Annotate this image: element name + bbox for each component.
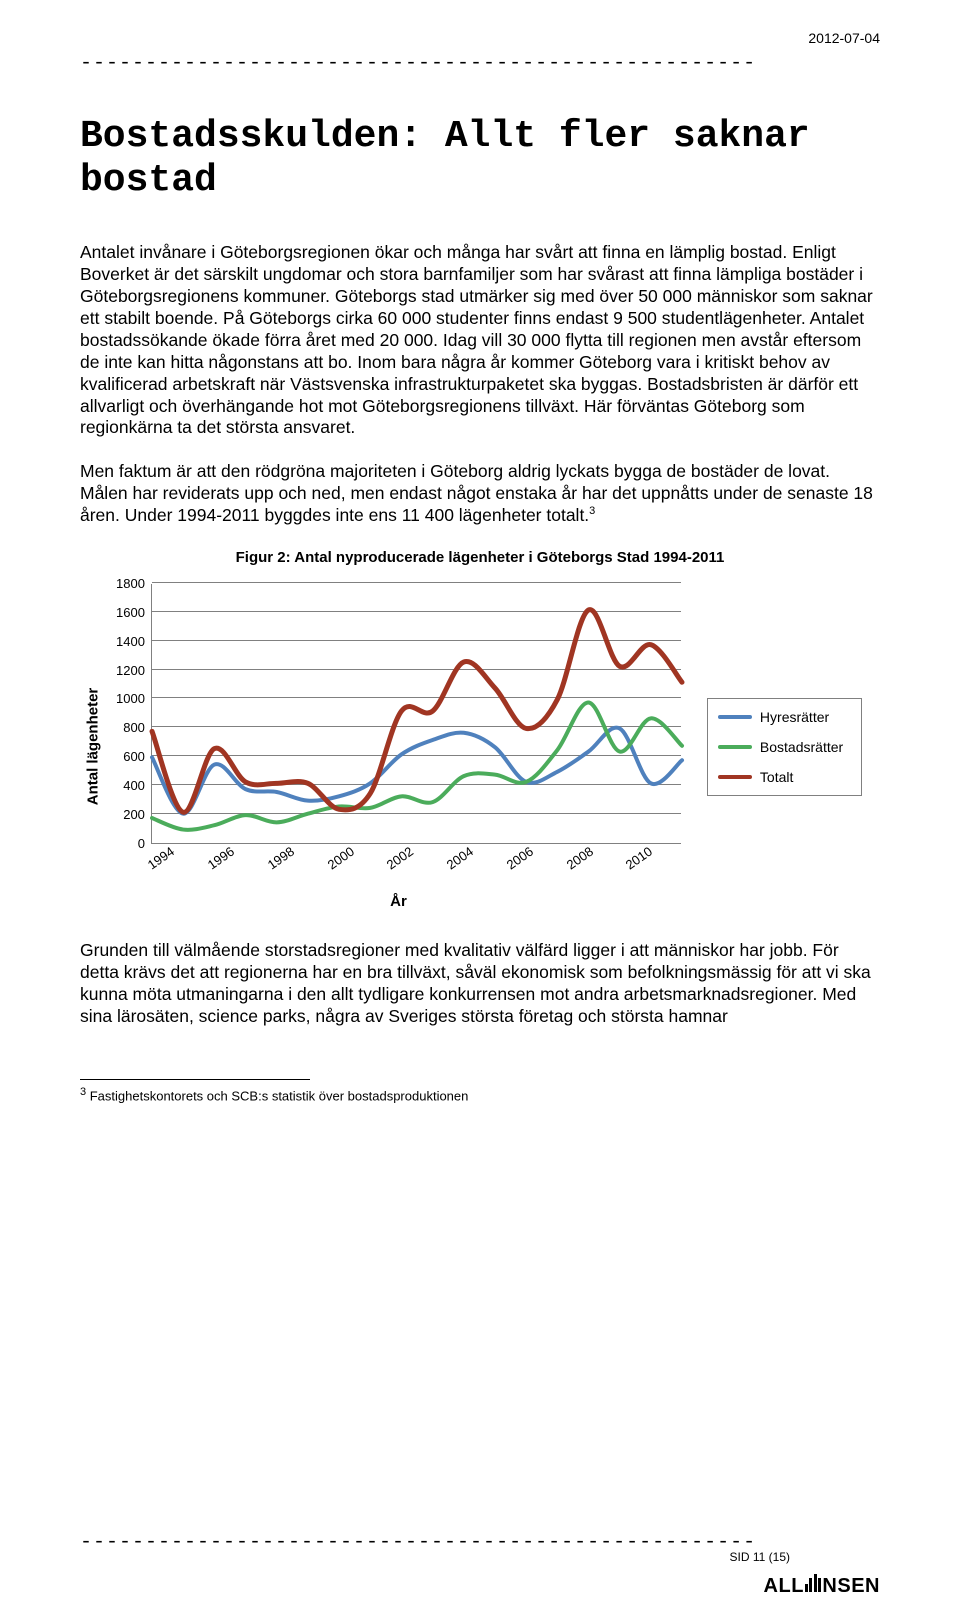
x-axis-ticks: 199419961998200020022004200620082010 — [133, 852, 663, 867]
paragraph-2-text: Men faktum är att den rödgröna majoritet… — [80, 461, 873, 525]
footnote-3: 3 Fastighetskontorets och SCB:s statisti… — [80, 1086, 880, 1103]
logo-text-left: ALL — [764, 1575, 804, 1597]
chart-series-svg — [152, 584, 682, 844]
legend-color-swatch — [718, 775, 752, 779]
top-dash-separator: ----------------------------------------… — [80, 52, 880, 75]
footnote-ref-3: 3 — [589, 505, 595, 517]
chart-legend: Hyresrätter Bostadsrätter Totalt — [707, 698, 862, 796]
series-totalt — [152, 609, 682, 812]
footnote-rule — [80, 1079, 310, 1080]
paragraph-2: Men faktum är att den rödgröna majoritet… — [80, 461, 880, 527]
y-axis-label-wrap: Antal lägenheter — [80, 738, 106, 755]
y-axis-label: Antal lägenheter — [85, 688, 102, 806]
document-title: Bostadsskulden: Allt fler saknar bostad — [80, 115, 880, 202]
logo-text-right: NSEN — [822, 1575, 880, 1597]
chart-title: Figur 2: Antal nyproducerade lägenheter … — [80, 549, 880, 566]
chart-container: Antal lägenheter 02004006008001000120014… — [80, 584, 880, 910]
legend-item: Totalt — [718, 769, 843, 785]
document-date: 2012-07-04 — [80, 30, 880, 46]
legend-color-swatch — [718, 715, 752, 719]
paragraph-3: Grunden till välmående storstadsregioner… — [80, 940, 880, 1028]
legend-label: Hyresrätter — [760, 709, 829, 725]
x-axis-label: År — [390, 893, 407, 910]
legend-label: Bostadsrätter — [760, 739, 843, 755]
footnote-text: Fastighetskontorets och SCB:s statistik … — [86, 1089, 468, 1104]
y-axis-ticks: 020040060080010001200140016001800 — [116, 584, 145, 844]
legend-label: Totalt — [760, 769, 793, 785]
alliansen-logo: ALL NSEN — [764, 1574, 880, 1598]
legend-item: Bostadsrätter — [718, 739, 843, 755]
legend-color-swatch — [718, 745, 752, 749]
chart-plot-area — [151, 584, 681, 844]
page-number: SID 11 (15) — [730, 1550, 790, 1564]
chart-gridline — [152, 582, 681, 583]
legend-item: Hyresrätter — [718, 709, 843, 725]
paragraph-1: Antalet invånare i Göteborgsregionen öka… — [80, 242, 880, 439]
logo-bars-icon — [805, 1574, 822, 1592]
